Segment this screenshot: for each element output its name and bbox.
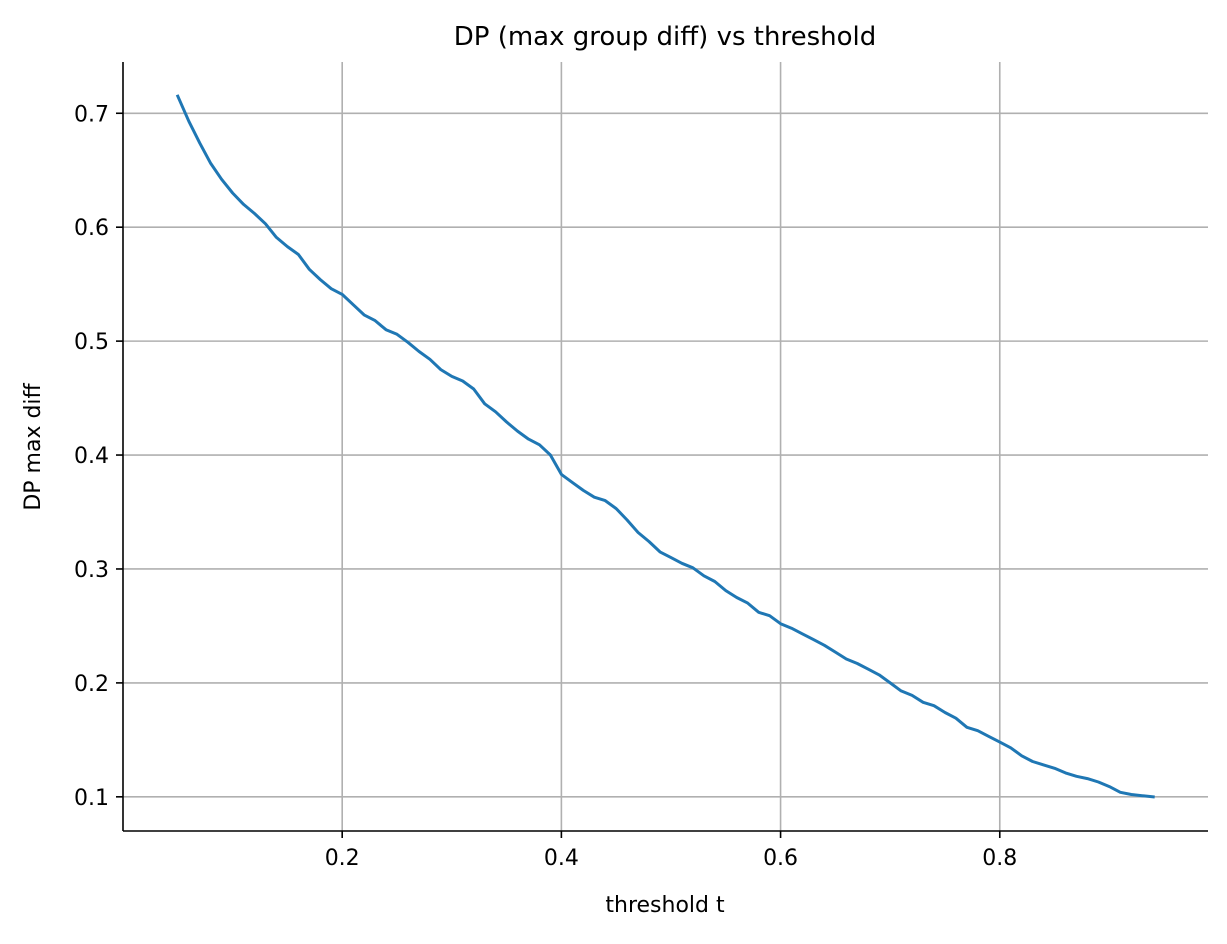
y-tick-label: 0.7 bbox=[74, 102, 109, 127]
series-line bbox=[175, 94, 1155, 799]
x-tick-label: 0.6 bbox=[763, 846, 798, 871]
chart-title: DP (max group diff) vs threshold bbox=[454, 22, 877, 52]
x-tick-label: 0.8 bbox=[982, 846, 1017, 871]
axes bbox=[122, 62, 1208, 832]
y-axis-label: DP max diff bbox=[21, 382, 46, 510]
grid bbox=[123, 62, 1208, 831]
y-tick-label: 0.2 bbox=[74, 672, 109, 697]
y-tick-label: 0.5 bbox=[74, 330, 109, 355]
y-tick-label: 0.3 bbox=[74, 558, 109, 583]
y-tick-label: 0.6 bbox=[74, 216, 109, 241]
y-tick-label: 0.1 bbox=[74, 786, 109, 811]
x-tick-label: 0.2 bbox=[325, 846, 360, 871]
y-tick-label: 0.4 bbox=[74, 444, 109, 469]
x-tick-label: 0.4 bbox=[544, 846, 579, 871]
x-axis-label: threshold t bbox=[605, 893, 725, 918]
series-group bbox=[175, 94, 1155, 799]
ticks: 0.2 0.4 0.6 0.8 0.1 0.2 0.3 0.4 0.5 0.6 0.7 bbox=[74, 102, 1017, 871]
